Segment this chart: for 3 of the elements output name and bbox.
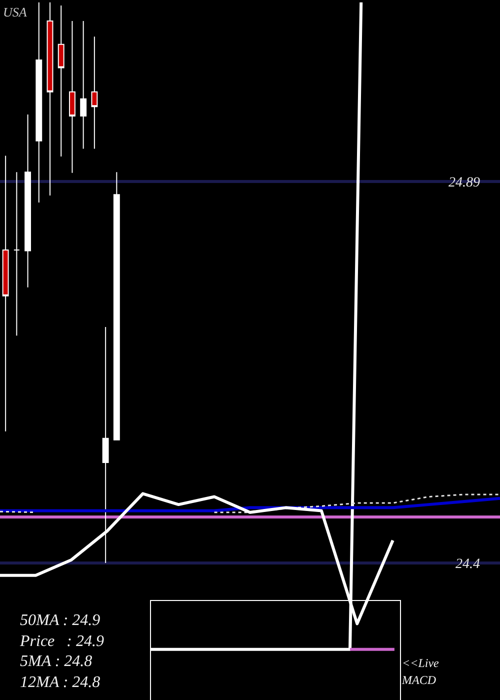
annotation: <<Live MACD	[402, 655, 439, 689]
candlestick	[113, 172, 120, 440]
y-tick-label: 24.4	[456, 556, 480, 572]
